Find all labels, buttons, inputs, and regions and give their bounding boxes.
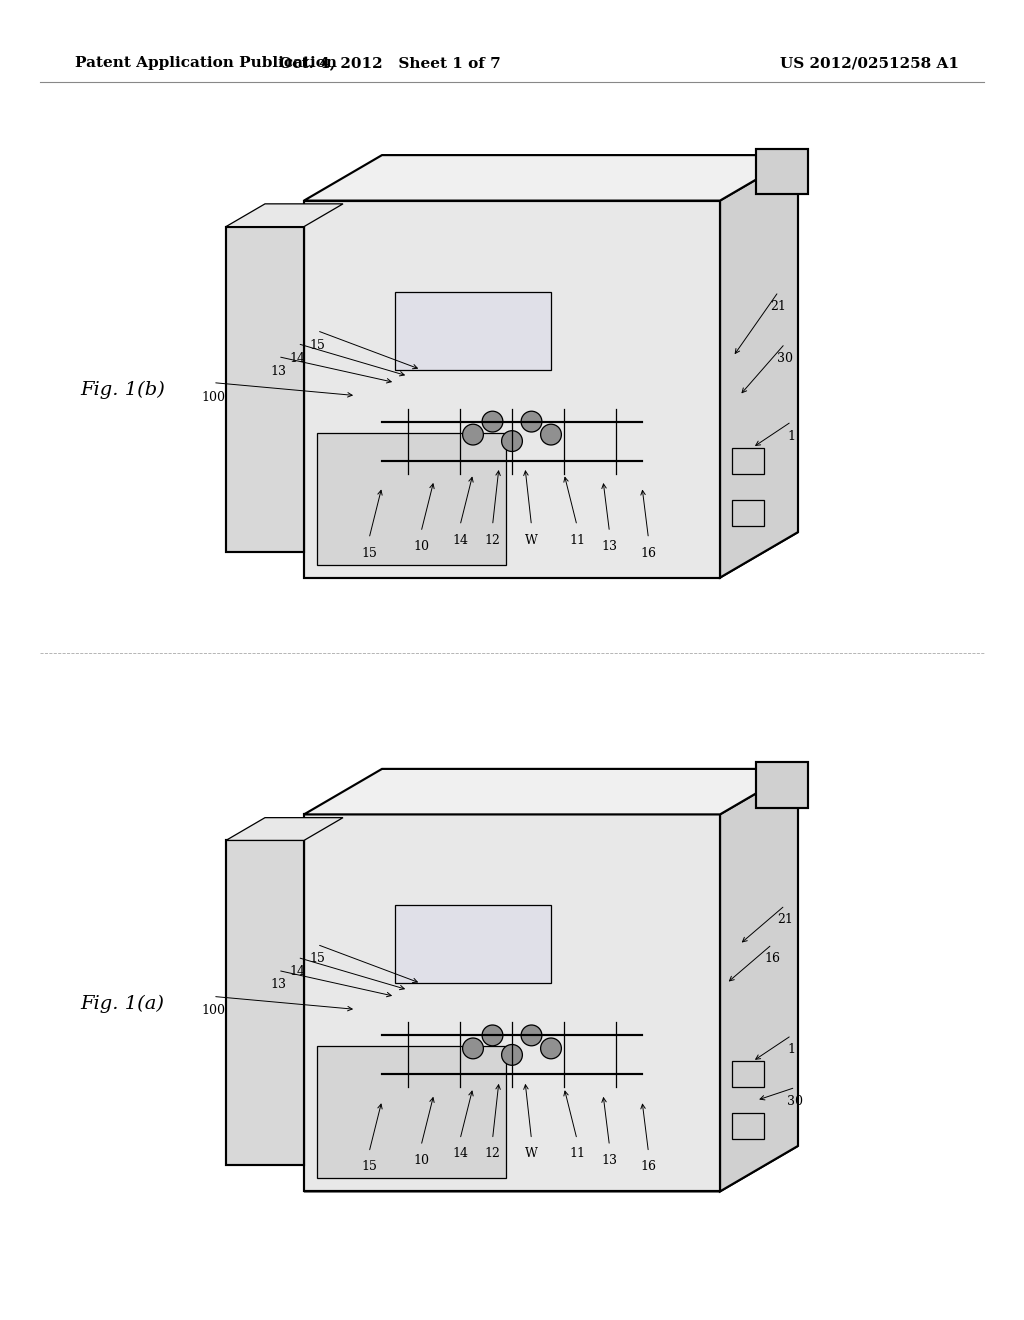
Polygon shape	[226, 841, 304, 1166]
Circle shape	[502, 430, 522, 451]
Bar	[732, 1113, 764, 1139]
Text: 30: 30	[787, 1096, 804, 1109]
Text: 16: 16	[640, 1160, 656, 1173]
Text: 13: 13	[601, 1154, 617, 1167]
Text: 30: 30	[777, 351, 793, 364]
Text: 11: 11	[569, 1147, 585, 1160]
Circle shape	[482, 412, 503, 432]
Text: 10: 10	[413, 540, 429, 553]
Text: Fig. 1(a): Fig. 1(a)	[80, 994, 164, 1012]
Text: W: W	[525, 533, 538, 546]
Text: 12: 12	[484, 1147, 501, 1160]
Text: 14: 14	[290, 351, 305, 364]
Polygon shape	[226, 817, 343, 841]
Bar	[732, 447, 764, 474]
Polygon shape	[720, 154, 798, 578]
Circle shape	[463, 1038, 483, 1059]
Text: 100: 100	[201, 1005, 225, 1018]
Text: Fig. 1(b): Fig. 1(b)	[80, 380, 165, 399]
Circle shape	[521, 1026, 542, 1045]
Text: 16: 16	[764, 953, 780, 965]
Text: 14: 14	[452, 533, 468, 546]
Text: 14: 14	[452, 1147, 468, 1160]
Bar	[395, 906, 551, 983]
Text: 15: 15	[309, 953, 325, 965]
Circle shape	[502, 1044, 522, 1065]
Text: 1: 1	[787, 1043, 796, 1056]
Bar	[395, 292, 551, 370]
Bar	[732, 1061, 764, 1088]
Text: 21: 21	[777, 913, 793, 927]
Text: US 2012/0251258 A1: US 2012/0251258 A1	[780, 57, 959, 70]
Polygon shape	[304, 154, 798, 201]
Polygon shape	[304, 201, 720, 578]
Text: 1: 1	[787, 429, 796, 442]
Text: 12: 12	[484, 533, 501, 546]
Text: 15: 15	[361, 1160, 377, 1173]
Bar	[757, 763, 808, 808]
Polygon shape	[304, 814, 720, 1192]
Polygon shape	[720, 768, 798, 1192]
Bar	[317, 433, 506, 565]
Text: 15: 15	[361, 546, 377, 560]
Text: 16: 16	[640, 546, 656, 560]
Circle shape	[463, 424, 483, 445]
Bar	[757, 149, 808, 194]
Circle shape	[541, 1038, 561, 1059]
Circle shape	[482, 1026, 503, 1045]
Polygon shape	[304, 532, 798, 578]
Text: 13: 13	[270, 978, 286, 991]
Text: 13: 13	[270, 364, 286, 378]
Text: 15: 15	[309, 339, 325, 351]
Circle shape	[541, 424, 561, 445]
Circle shape	[521, 412, 542, 432]
Text: 21: 21	[771, 300, 786, 313]
Polygon shape	[226, 203, 343, 227]
Text: 14: 14	[290, 965, 305, 978]
Bar	[317, 1047, 506, 1179]
Polygon shape	[304, 1146, 798, 1192]
Text: Oct. 4, 2012   Sheet 1 of 7: Oct. 4, 2012 Sheet 1 of 7	[280, 57, 501, 70]
Polygon shape	[304, 768, 798, 814]
Bar	[732, 499, 764, 525]
Text: 10: 10	[413, 1154, 429, 1167]
Text: 11: 11	[569, 533, 585, 546]
Polygon shape	[226, 227, 304, 552]
Text: Patent Application Publication: Patent Application Publication	[75, 57, 337, 70]
Text: 13: 13	[601, 540, 617, 553]
Text: W: W	[525, 1147, 538, 1160]
Text: 100: 100	[201, 391, 225, 404]
